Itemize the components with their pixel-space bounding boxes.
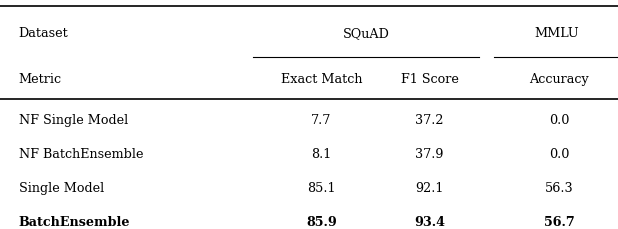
Text: 37.9: 37.9 [415, 148, 444, 161]
Text: 93.4: 93.4 [414, 215, 445, 228]
Text: Metric: Metric [19, 73, 62, 85]
Text: 92.1: 92.1 [415, 182, 444, 194]
Text: 0.0: 0.0 [549, 114, 569, 127]
Text: Single Model: Single Model [19, 182, 104, 194]
Text: F1 Score: F1 Score [400, 73, 459, 85]
Text: 7.7: 7.7 [311, 114, 331, 127]
Text: 85.9: 85.9 [306, 215, 337, 228]
Text: SQuAD: SQuAD [343, 27, 389, 40]
Text: 85.1: 85.1 [307, 182, 336, 194]
Text: 0.0: 0.0 [549, 148, 569, 161]
Text: MMLU: MMLU [534, 27, 578, 40]
Text: Exact Match: Exact Match [281, 73, 362, 85]
Text: NF BatchEnsemble: NF BatchEnsemble [19, 148, 143, 161]
Text: Accuracy: Accuracy [530, 73, 589, 85]
Text: Dataset: Dataset [19, 27, 69, 40]
Text: 8.1: 8.1 [311, 148, 331, 161]
Text: 56.3: 56.3 [545, 182, 574, 194]
Text: BatchEnsemble: BatchEnsemble [19, 215, 130, 228]
Text: 37.2: 37.2 [415, 114, 444, 127]
Text: 56.7: 56.7 [544, 215, 575, 228]
Text: NF Single Model: NF Single Model [19, 114, 128, 127]
